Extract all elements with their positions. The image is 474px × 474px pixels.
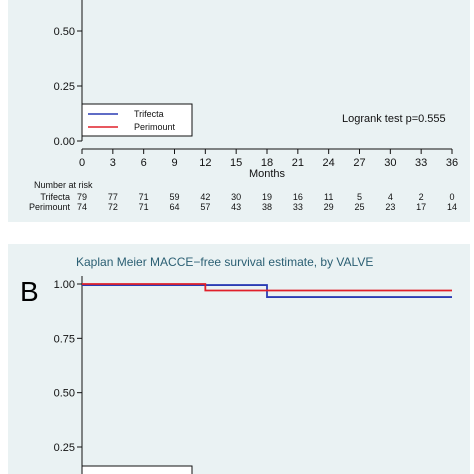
x-tick-label: 24 [323,157,335,169]
risk-count: 77 [108,192,118,202]
x-axis-title: Months [249,168,286,180]
legend-label-trifecta: Trifecta [134,109,164,119]
x-tick-label: 9 [171,157,177,169]
risk-count: 74 [77,202,87,212]
risk-count: 23 [385,202,395,212]
risk-count: 71 [139,202,149,212]
risk-count: 16 [293,192,303,202]
x-tick-label: 36 [446,157,458,169]
risk-row-label: Perimount [29,202,71,212]
risk-count: 57 [200,202,210,212]
y-tick-label: 1.00 [54,279,75,291]
y-tick-label: 0.25 [54,442,75,454]
x-tick-label: 27 [353,157,365,169]
risk-count: 11 [324,192,333,202]
km-chart-b: 1.00 0.75 0.50 0.25 [54,276,452,474]
y-tick-label: 0.25 [54,81,75,93]
x-tick-label: 3 [110,157,116,169]
x-tick-label: 12 [199,157,211,169]
y-tick-label: 0.50 [54,388,75,400]
risk-count: 0 [449,192,454,202]
panel-b: B Kaplan Meier MACCE−free survival estim… [8,244,470,474]
x-tick-label: 30 [384,157,396,169]
km-chart-a: 0.500.250.000 3 6 9 12 15 18 21 24 27 30 33 36Months… [29,0,458,212]
y-tick-label: 0.50 [54,26,75,38]
chart-title: Kaplan Meier MACCE−free survival estimat… [76,255,374,269]
risk-count: 14 [447,202,457,212]
risk-count: 42 [200,192,210,202]
risk-count: 79 [77,192,87,202]
x-tick-label: 33 [415,157,427,169]
x-tick-label: 21 [292,157,304,169]
y-tick-label: 0.00 [54,136,75,148]
panel-a: 0.50 0.25 0.00 0 3 6 9 12 15 18 21 24 27 30 33 36 Months… [8,0,470,222]
x-tick-label: 6 [141,157,147,169]
risk-count: 64 [169,202,179,212]
risk-count: 5 [357,192,362,202]
risk-count: 59 [169,192,179,202]
legend-label-perimount: Perimount [134,122,176,132]
risk-count: 71 [139,192,149,202]
x-tick-label: 0 [79,157,85,169]
risk-row-label: Trifecta [40,192,70,202]
risk-count: 4 [388,192,393,202]
legend-box [81,103,193,137]
risk-count: 43 [231,202,241,212]
y-tick-label: 0.75 [54,333,75,345]
risk-count: 29 [324,202,334,212]
risk-count: 25 [354,202,364,212]
logrank-annotation: Logrank test p=0.555 [342,113,446,125]
risk-count: 17 [416,202,426,212]
x-tick-label: 18 [261,157,273,169]
risk-count: 2 [419,192,424,202]
x-tick-label: 15 [230,157,242,169]
risk-count: 30 [231,192,241,202]
risk-table-header: Number at risk [34,180,93,190]
legend-box [81,465,193,474]
risk-count: 38 [262,202,272,212]
risk-count: 19 [262,192,272,202]
risk-count: 72 [108,202,118,212]
series-perimount [82,283,452,292]
panel-letter: B [20,276,39,307]
risk-count: 33 [293,202,303,212]
